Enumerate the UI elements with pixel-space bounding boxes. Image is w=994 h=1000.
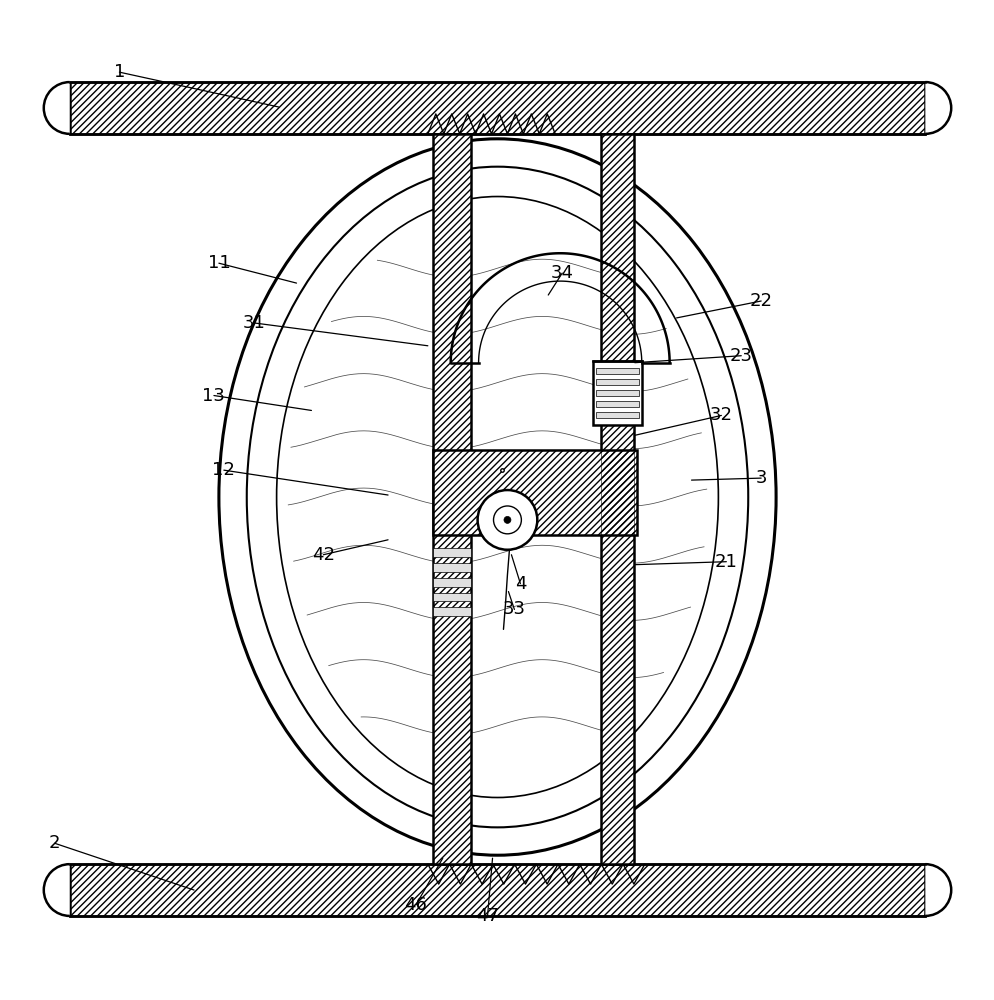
Bar — [595, 379, 638, 385]
Text: 1: 1 — [113, 63, 125, 81]
Text: 47: 47 — [475, 907, 499, 925]
Bar — [600, 134, 633, 864]
Ellipse shape — [219, 139, 775, 855]
Bar — [432, 548, 470, 557]
Text: 2: 2 — [49, 834, 61, 852]
Bar — [70, 82, 924, 134]
Text: 22: 22 — [748, 292, 772, 310]
Bar — [70, 82, 924, 134]
Bar — [432, 607, 470, 616]
Text: 12: 12 — [213, 461, 235, 479]
Bar — [592, 361, 641, 425]
Bar — [70, 864, 924, 916]
Bar — [595, 412, 638, 418]
Bar — [432, 450, 636, 535]
Text: 11: 11 — [208, 254, 230, 272]
Text: 31: 31 — [243, 314, 264, 332]
Bar — [432, 450, 636, 535]
Ellipse shape — [493, 506, 521, 534]
Text: 21: 21 — [715, 553, 737, 571]
Text: 46: 46 — [405, 896, 426, 914]
Text: 34: 34 — [550, 264, 574, 282]
Bar — [600, 134, 633, 864]
Bar — [432, 578, 470, 587]
Bar — [432, 593, 470, 601]
Text: 4: 4 — [514, 575, 526, 593]
Bar — [70, 864, 924, 916]
Bar — [595, 390, 638, 396]
Bar — [595, 401, 638, 407]
Text: 32: 32 — [709, 406, 733, 424]
Bar — [432, 134, 470, 864]
Wedge shape — [924, 864, 950, 916]
Text: 3: 3 — [754, 469, 766, 487]
Text: 42: 42 — [311, 546, 335, 564]
Ellipse shape — [477, 490, 537, 550]
Text: 33: 33 — [502, 600, 526, 618]
Wedge shape — [44, 864, 70, 916]
Text: 13: 13 — [203, 387, 225, 405]
Bar — [432, 563, 470, 572]
Wedge shape — [924, 82, 950, 134]
Wedge shape — [44, 82, 70, 134]
Bar — [595, 368, 638, 374]
Text: 23: 23 — [729, 347, 752, 365]
Ellipse shape — [503, 516, 511, 523]
Bar — [432, 134, 470, 864]
